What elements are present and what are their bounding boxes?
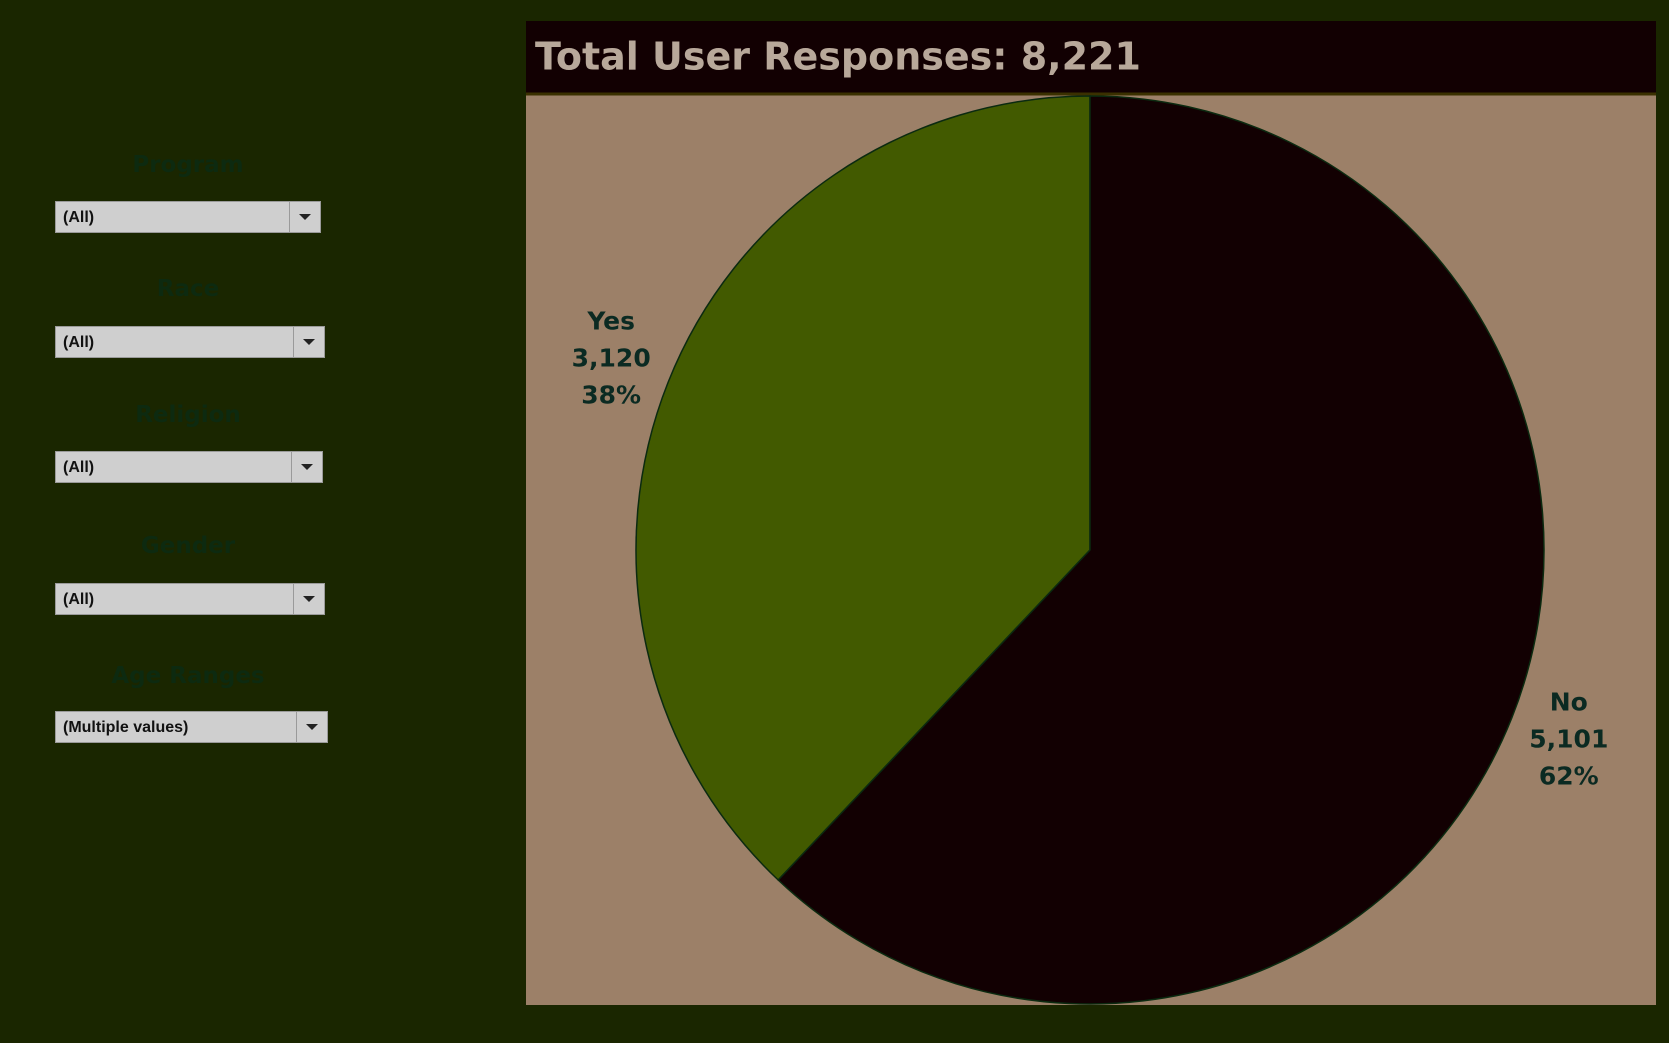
dropdown-value: (All) bbox=[63, 209, 95, 226]
filter-dropdown[interactable]: (All) bbox=[55, 583, 325, 615]
title-bar bbox=[526, 21, 1656, 93]
filter-dropdown[interactable]: (All) bbox=[55, 326, 325, 358]
dropdown-arrow[interactable] bbox=[289, 202, 320, 232]
dropdown-arrow[interactable] bbox=[293, 327, 324, 357]
slice-value-label: 3,120 bbox=[572, 344, 651, 373]
filter-dropdown[interactable]: (Multiple values) bbox=[55, 711, 328, 743]
slice-value-label: 5,101 bbox=[1529, 724, 1608, 753]
filter-dropdown[interactable]: (All) bbox=[55, 201, 321, 233]
slice-label: Yes bbox=[586, 307, 635, 336]
filter-label: Gender bbox=[140, 533, 236, 559]
filter-dropdown[interactable]: (All) bbox=[55, 451, 323, 483]
dropdown-value: (All) bbox=[63, 459, 95, 476]
filter-label: Race bbox=[156, 276, 220, 302]
chart-title: Total User Responses: 8,221 bbox=[535, 35, 1141, 79]
dropdown-value: (All) bbox=[63, 591, 95, 608]
slice-percent-label: 38% bbox=[581, 381, 641, 410]
slice-percent-label: 62% bbox=[1539, 761, 1599, 790]
dropdown-arrow[interactable] bbox=[293, 584, 324, 614]
filter-label: Religion bbox=[135, 402, 241, 428]
chart: Total User Responses: 8,221 Yes 3,120 38% N… bbox=[526, 21, 1656, 1005]
dropdown-arrow[interactable] bbox=[291, 452, 322, 482]
dropdown-value: (Multiple values) bbox=[63, 719, 189, 736]
filter-label: Age Ranges bbox=[111, 663, 265, 689]
slice-label: No bbox=[1550, 687, 1588, 716]
dropdown-value: (All) bbox=[63, 334, 95, 351]
pie-slice bbox=[777, 95, 1545, 1005]
dropdown-arrow[interactable] bbox=[296, 712, 327, 742]
pie-slice bbox=[635, 95, 1091, 882]
filter-label: Program bbox=[132, 152, 244, 178]
